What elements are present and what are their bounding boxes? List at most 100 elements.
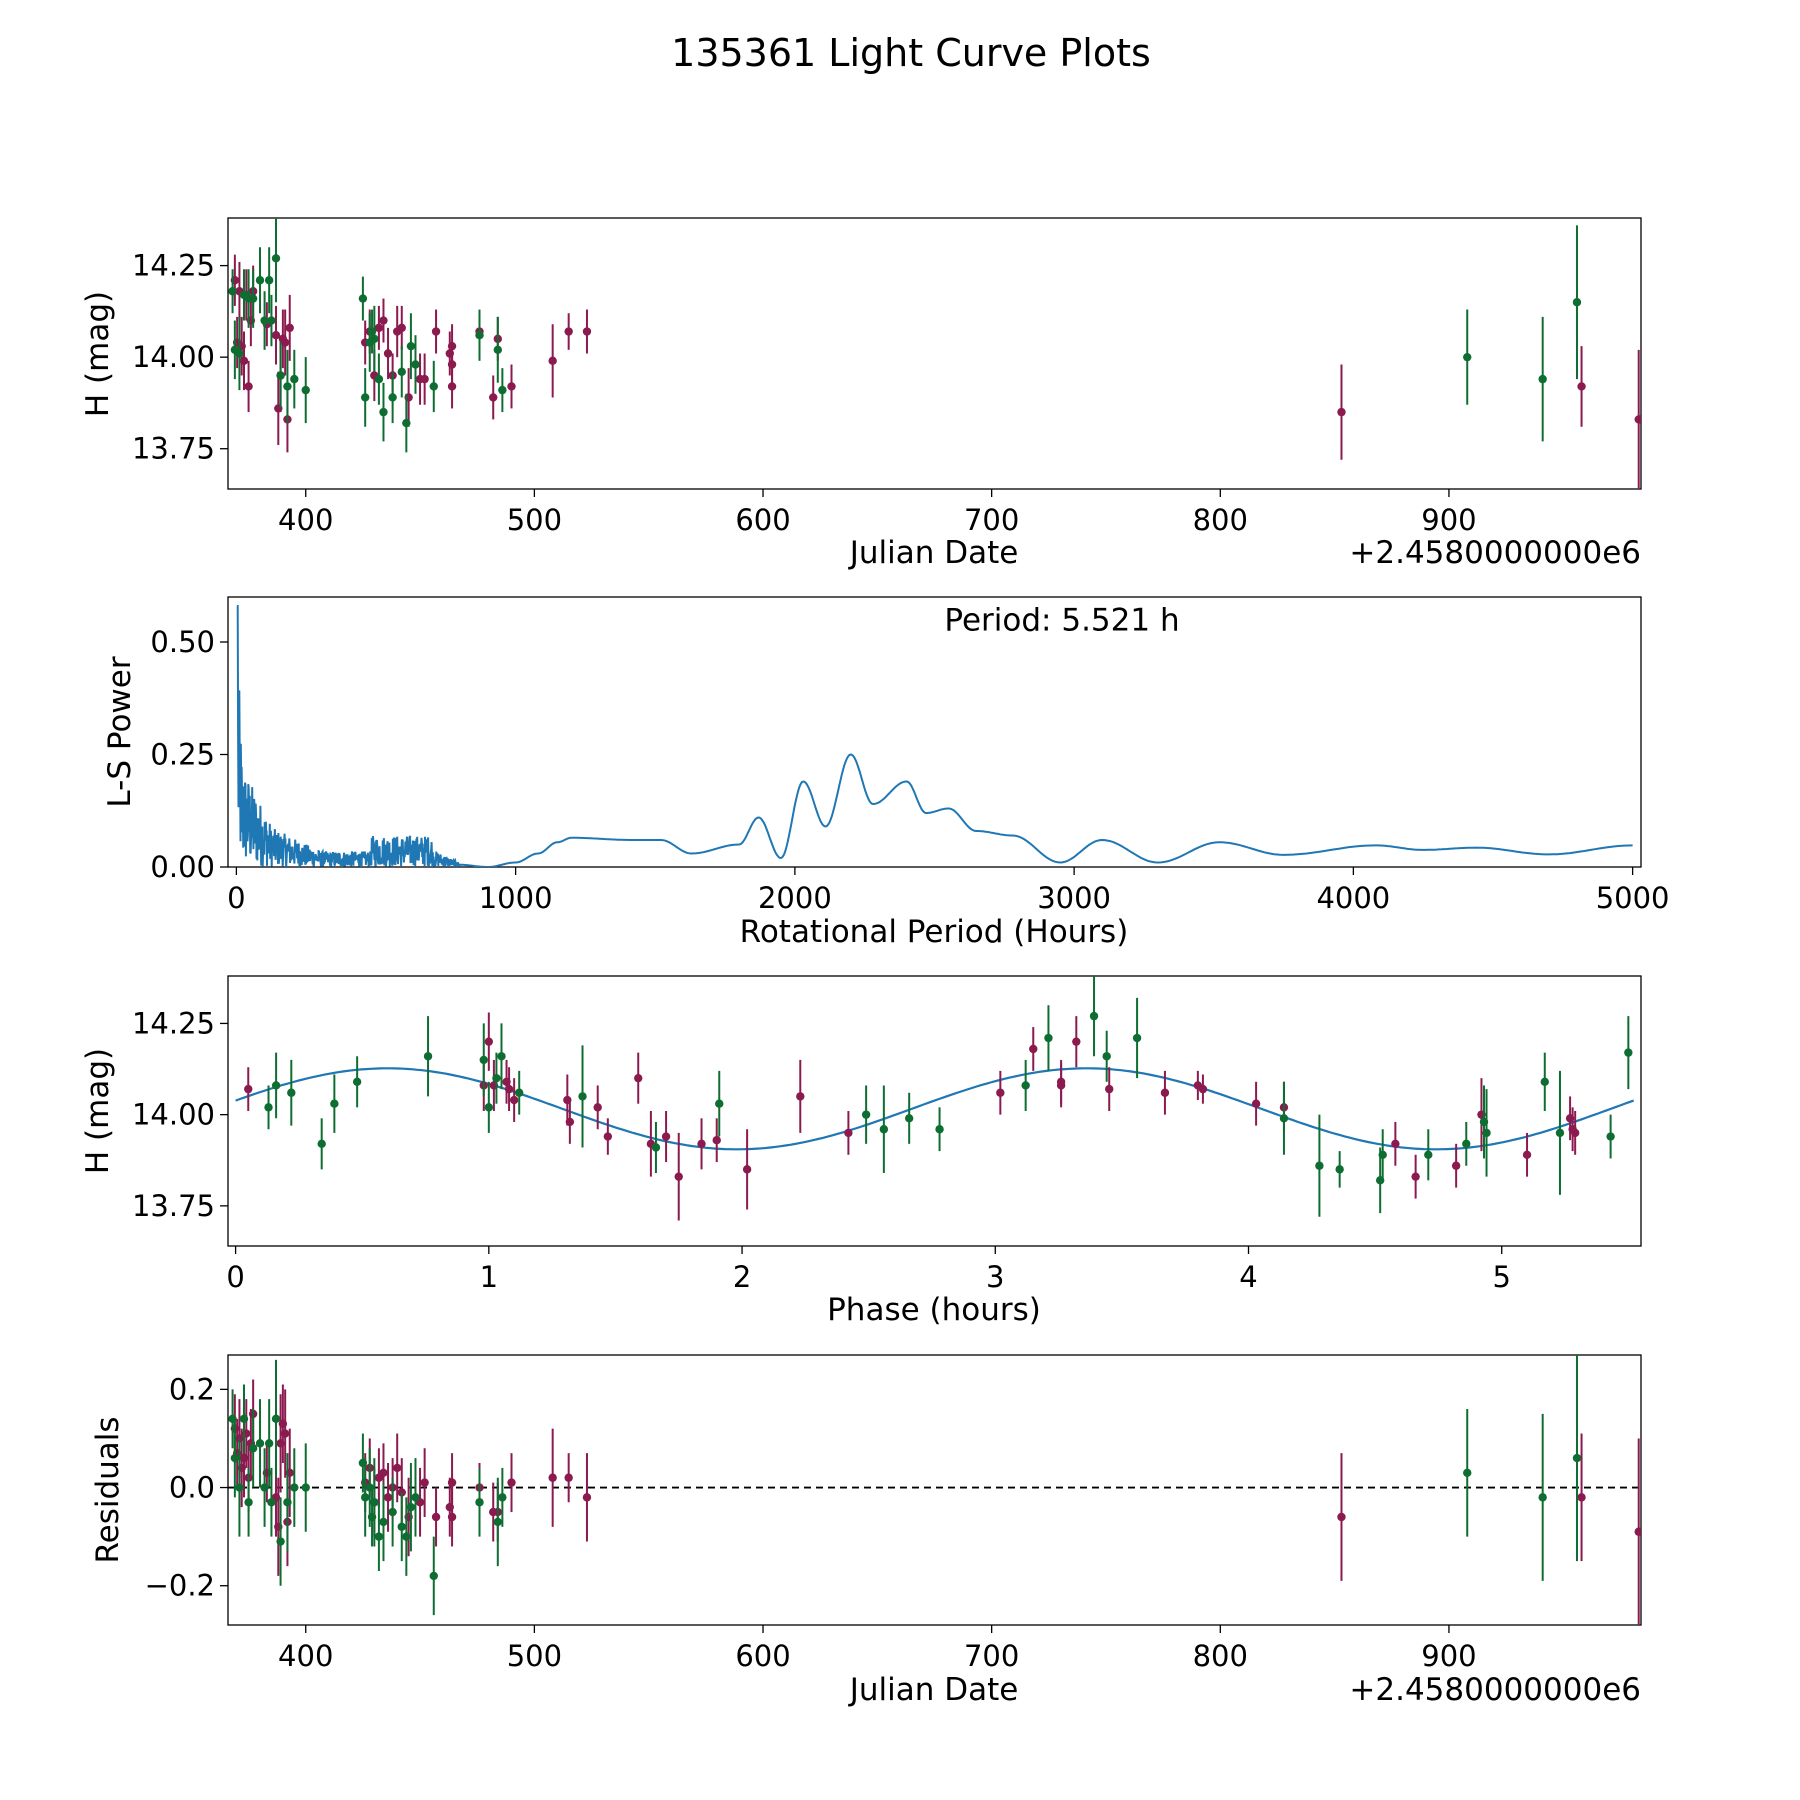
data-point [235,349,244,358]
data-point [383,349,393,358]
data-point [402,1532,411,1541]
data-point [370,334,379,344]
data-point [498,385,507,395]
periodogram-axes: 0 1000 2000 3000 4000 5000 0.00 0.25 0.50 [150,625,1669,915]
residuals-series-magenta [230,1379,1641,1625]
data-point [280,338,290,347]
residuals-ytick-label: −0.2 [145,1569,215,1603]
ls-power-line [236,605,1633,867]
data-point [1132,1033,1142,1043]
phased-xtick-label: 5 [1492,1260,1510,1294]
phased-xlabel: Phase (hours) [827,1292,1041,1328]
phased-xtick-label: 1 [480,1260,498,1294]
data-point [1198,1084,1208,1094]
data-point [290,1483,299,1492]
lightcurve-series-green [228,218,1582,453]
data-point [397,323,406,333]
data-point [383,1493,393,1502]
data-point [374,323,384,333]
data-point [283,382,292,391]
periodogram-ytick-label: 0.00 [150,850,215,884]
periodogram-panel: 0 1000 2000 3000 4000 5000 0.00 0.25 0.50 Period… [102,596,1670,950]
data-point [280,1429,290,1438]
data-point [1555,1128,1565,1138]
data-point [406,1502,416,1512]
data-point [239,356,249,366]
data-point [1315,1161,1324,1170]
data-point [1522,1150,1532,1159]
data-point [475,330,484,340]
model-fit-curve [235,1067,1635,1151]
data-point [1089,1011,1099,1021]
residuals-panel: 400 500 600 700 800 900 −0.2 0.0 0.2 Julian Date… [90,1354,1642,1708]
data-point [402,418,411,428]
data-point [742,1165,752,1174]
periodogram-xtick-label: 2000 [758,881,832,915]
residuals-xlabel: Julian Date [848,1672,1019,1708]
data-point [1021,1081,1030,1090]
data-point [330,1099,339,1108]
phased-xtick-label: 2 [733,1260,751,1294]
lightcurve-panel: 400 500 600 700 800 900 13.75 14.00 14.25 Julian… [80,217,1642,571]
data-point [475,1498,484,1507]
phased-xtick-label: 3 [986,1260,1004,1294]
data-point [879,1125,889,1134]
data-point [796,1092,805,1101]
lightcurve-xlabel: Julian Date [848,535,1019,571]
data-point [1160,1088,1170,1097]
data-point [1391,1139,1400,1149]
data-point [447,1512,457,1522]
data-point [1337,1512,1346,1522]
phased-axes: 0 1 2 3 4 5 13.75 14.00 14.25 [132,1006,1511,1294]
data-point [507,382,516,391]
data-point [285,323,294,333]
data-point [1577,1493,1586,1502]
residuals-xtick-label: 600 [735,1639,790,1673]
data-point [267,316,276,325]
data-point [447,1478,457,1487]
residuals-xtick-label: 800 [1193,1639,1248,1673]
periodogram-xtick-label: 5000 [1596,881,1670,915]
data-point [374,374,384,384]
phased-frame [227,975,1642,1247]
data-point [276,371,285,380]
periodogram-xtick-label: 1000 [479,881,553,915]
data-point [260,316,269,325]
data-point [248,294,258,303]
phased-ytick-label: 14.25 [132,1006,215,1040]
lightcurve-series-magenta [230,254,1641,489]
data-point [264,1439,274,1448]
lightcurve-frame [227,217,1642,490]
periodogram-ylabel: L-S Power [102,656,138,807]
data-point [370,1498,379,1507]
data-point [411,360,420,369]
data-point [264,276,274,285]
data-point [1540,1077,1549,1087]
data-point [411,1493,420,1502]
data-point [712,1135,721,1145]
data-point [634,1073,643,1083]
data-point [317,1139,326,1149]
data-point [507,1478,516,1487]
data-point [996,1088,1005,1097]
phased-plot-area [235,976,1635,1221]
data-point [651,1143,661,1152]
periodogram-ytick-label: 0.50 [150,625,215,659]
data-point [301,385,310,395]
residuals-xtick-label: 500 [507,1639,562,1673]
lightcurve-xtick-label: 500 [507,503,562,537]
data-point [358,294,368,303]
data-point [1251,1099,1261,1108]
data-point [1538,374,1547,384]
residuals-plot-area [228,1355,1641,1625]
data-point [447,341,457,351]
data-point [429,1571,438,1581]
data-point [582,1493,592,1502]
lightcurve-xtick-label: 800 [1193,503,1248,537]
lightcurve-ytick-label: 14.00 [132,340,215,374]
data-point [1462,1139,1471,1149]
data-point [1538,1493,1547,1502]
data-point [484,1037,494,1046]
data-point [1337,407,1346,417]
